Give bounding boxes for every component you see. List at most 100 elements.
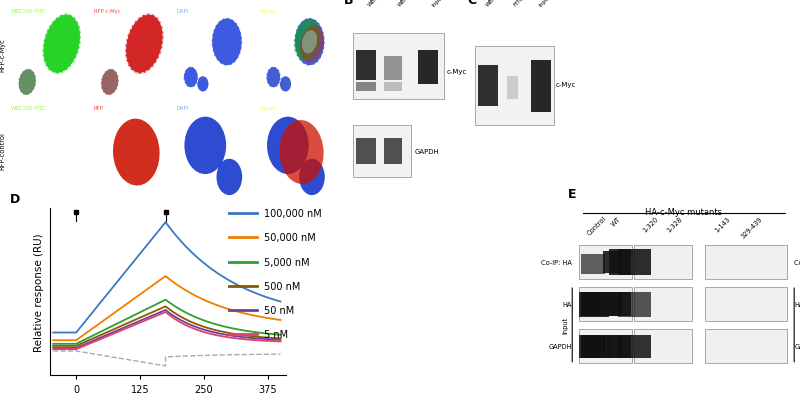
Bar — [618, 250, 650, 275]
Text: 5 nM: 5 nM — [264, 330, 288, 340]
Text: 329-439: 329-439 — [740, 215, 764, 239]
Bar — [602, 252, 622, 273]
Text: RFP-c-Myc: RFP-c-Myc — [0, 38, 6, 71]
Text: C: C — [467, 0, 476, 7]
Text: Merge: Merge — [259, 106, 275, 111]
Ellipse shape — [18, 70, 36, 96]
Text: E: E — [568, 187, 577, 200]
Ellipse shape — [217, 159, 242, 196]
Ellipse shape — [294, 19, 325, 67]
Text: 1-320: 1-320 — [642, 215, 660, 233]
Bar — [356, 139, 376, 165]
Bar — [618, 292, 650, 317]
Bar — [578, 329, 632, 363]
Text: Input: Input — [431, 0, 446, 8]
Bar — [356, 83, 376, 92]
Bar — [578, 245, 632, 279]
Bar — [475, 47, 554, 126]
Text: RFP-control: RFP-control — [0, 132, 6, 170]
Bar — [356, 51, 376, 81]
Bar — [384, 57, 402, 81]
Ellipse shape — [101, 70, 119, 96]
Bar — [578, 292, 610, 317]
Text: 5,000 nM: 5,000 nM — [264, 257, 310, 267]
Text: 1-143: 1-143 — [714, 215, 731, 233]
Text: GAPDH: GAPDH — [414, 149, 439, 155]
Bar — [418, 51, 438, 85]
Text: 50,000 nM: 50,000 nM — [264, 233, 315, 243]
Text: WBC100+WBC100-FITC: WBC100+WBC100-FITC — [398, 0, 450, 8]
Text: D: D — [10, 192, 20, 205]
Bar — [705, 329, 786, 363]
Bar — [353, 34, 445, 99]
Y-axis label: Relative response (RU): Relative response (RU) — [34, 233, 44, 351]
Bar — [578, 287, 632, 321]
Ellipse shape — [302, 31, 317, 54]
Bar — [610, 293, 631, 316]
Text: Input: Input — [562, 316, 569, 334]
Text: Input: Input — [538, 0, 552, 8]
Text: WBC100-FITC: WBC100-FITC — [485, 0, 516, 8]
Text: c-Myc: c-Myc — [555, 82, 576, 87]
Bar — [530, 61, 551, 113]
Bar — [384, 139, 402, 165]
Ellipse shape — [294, 20, 321, 61]
Text: Co-IP: HA: Co-IP: HA — [794, 259, 800, 265]
Ellipse shape — [267, 117, 309, 175]
Text: WBC100-FITC: WBC100-FITC — [11, 9, 46, 14]
Text: Merge: Merge — [259, 9, 275, 14]
Ellipse shape — [125, 14, 163, 75]
Text: WBC100-FITC: WBC100-FITC — [11, 106, 46, 111]
Bar — [705, 287, 786, 321]
Bar — [581, 254, 605, 274]
Ellipse shape — [299, 159, 325, 196]
Bar — [602, 293, 622, 316]
Text: FITC: FITC — [512, 0, 525, 8]
Bar — [581, 293, 605, 316]
Text: WBC100-FITC: WBC100-FITC — [367, 0, 398, 8]
Text: GAPDH: GAPDH — [794, 343, 800, 349]
Bar — [602, 335, 622, 358]
X-axis label: Time (s): Time (s) — [145, 399, 190, 401]
Ellipse shape — [42, 14, 81, 75]
Ellipse shape — [198, 77, 209, 92]
Bar — [581, 335, 605, 358]
Bar — [581, 293, 601, 316]
Text: B: B — [344, 0, 354, 7]
Ellipse shape — [184, 67, 198, 89]
Text: Control: Control — [586, 215, 608, 237]
Text: RFP: RFP — [94, 106, 103, 111]
Ellipse shape — [113, 119, 160, 186]
Bar — [610, 335, 631, 358]
Ellipse shape — [185, 117, 226, 175]
Bar — [578, 335, 611, 358]
Ellipse shape — [212, 19, 242, 67]
Bar — [705, 245, 786, 279]
Text: A: A — [6, 0, 15, 3]
Bar — [618, 335, 650, 358]
Text: HA: HA — [794, 301, 800, 307]
Ellipse shape — [280, 77, 291, 92]
Text: 50 nM: 50 nM — [264, 306, 294, 316]
Text: HA-c-Myc mutants: HA-c-Myc mutants — [645, 208, 722, 217]
Bar — [634, 245, 692, 279]
Text: GAPDH: GAPDH — [549, 343, 572, 349]
Text: HA: HA — [563, 301, 572, 307]
Ellipse shape — [279, 121, 324, 184]
Ellipse shape — [300, 26, 324, 63]
Text: 100,000 nM: 100,000 nM — [264, 209, 322, 219]
Text: c-Myc: c-Myc — [446, 69, 467, 75]
Text: DAPI: DAPI — [177, 9, 189, 14]
Bar — [581, 335, 601, 358]
Text: WT: WT — [610, 215, 622, 227]
Bar — [634, 329, 692, 363]
Text: 1-328: 1-328 — [666, 215, 683, 233]
Bar — [506, 77, 518, 99]
Bar — [634, 287, 692, 321]
Bar — [610, 250, 631, 275]
Bar — [384, 83, 402, 92]
Bar — [353, 126, 411, 178]
Text: 500 nM: 500 nM — [264, 281, 300, 291]
Ellipse shape — [266, 67, 281, 89]
Text: Co-IP: HA: Co-IP: HA — [542, 259, 572, 265]
